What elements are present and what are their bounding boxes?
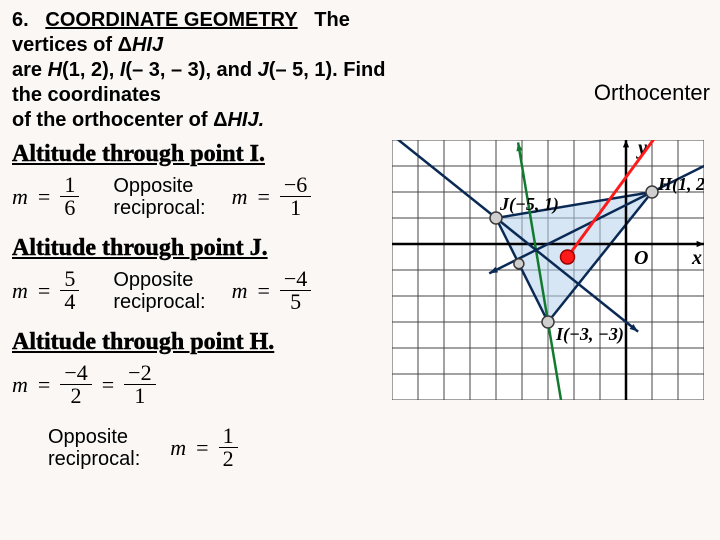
slope-j-opp-frac: −4 5 <box>280 268 311 313</box>
txt: are <box>12 59 48 81</box>
slope-h-frac-b: −2 1 <box>124 362 155 407</box>
den: 6 <box>60 197 79 219</box>
altitude-h-row: m = −4 2 = −2 1 <box>12 362 392 407</box>
opp-recip: Opposite reciprocal: <box>48 426 140 470</box>
m-var: m <box>232 184 248 210</box>
den: 5 <box>286 291 305 313</box>
recip: reciprocal: <box>113 197 205 219</box>
eq-sign: = <box>38 372 50 398</box>
opp-recip: Opposite reciprocal: <box>113 269 205 313</box>
tri: HIJ <box>132 34 163 56</box>
eq-sign: = <box>38 184 50 210</box>
problem-topic: COORDINATE GEOMETRY <box>45 9 297 31</box>
num: −6 <box>280 174 311 197</box>
m-var: m <box>12 184 28 210</box>
opp: Opposite <box>48 426 128 448</box>
num: −4 <box>280 268 311 291</box>
den: 4 <box>60 291 79 313</box>
opp-recip: Opposite reciprocal: <box>113 175 205 219</box>
den: 2 <box>219 448 238 470</box>
num: 1 <box>219 425 238 448</box>
altitude-h-opp-row: Opposite reciprocal: m = 1 2 <box>48 425 392 470</box>
coord: (– 3, – 3), and <box>125 59 257 81</box>
altitude-i-row: m = 1 6 Opposite reciprocal: m = −6 1 <box>12 174 392 219</box>
pt-j: J <box>258 59 269 81</box>
slope-h-opp-frac: 1 2 <box>219 425 238 470</box>
svg-text:O: O <box>634 247 648 269</box>
problem-statement: 6. COORDINATE GEOMETRY The vertices of Δ… <box>12 8 392 133</box>
svg-text:x: x <box>691 247 702 269</box>
den: 2 <box>67 385 86 407</box>
slope-i-frac: 1 6 <box>60 174 79 219</box>
coordinate-graph: xyOH(1, 2)I(−3, −3)J(−5, 1) <box>392 140 704 400</box>
den: 1 <box>286 197 305 219</box>
svg-text:H(1, 2): H(1, 2) <box>657 174 704 195</box>
coord: (1, 2), <box>62 59 120 81</box>
pt-h: H <box>48 59 62 81</box>
eq-sign: = <box>257 184 269 210</box>
num: 1 <box>60 174 79 197</box>
problem-number: 6. <box>12 9 29 31</box>
num: 5 <box>60 268 79 291</box>
opp: Opposite <box>113 175 193 197</box>
txt: of the orthocenter of Δ <box>12 109 227 131</box>
m-var: m <box>12 278 28 304</box>
eq-sign: = <box>102 372 114 398</box>
altitude-i-title: Altitude through point I. <box>12 141 392 168</box>
recip: reciprocal: <box>113 291 205 313</box>
opp: Opposite <box>113 269 193 291</box>
num: −2 <box>124 362 155 385</box>
recip: reciprocal: <box>48 448 140 470</box>
altitude-h-title: Altitude through point H. <box>12 329 392 356</box>
eq-sign: = <box>38 278 50 304</box>
slope-j-frac: 5 4 <box>60 268 79 313</box>
m-var: m <box>232 278 248 304</box>
svg-text:I(−3, −3): I(−3, −3) <box>555 324 624 345</box>
eq-sign: = <box>257 278 269 304</box>
orthocenter-label: Orthocenter <box>594 80 710 106</box>
m-var: m <box>170 435 186 461</box>
altitude-j-row: m = 5 4 Opposite reciprocal: m = −4 5 <box>12 268 392 313</box>
svg-text:J(−5, 1): J(−5, 1) <box>499 194 559 215</box>
m-var: m <box>12 372 28 398</box>
slope-i-opp-frac: −6 1 <box>280 174 311 219</box>
tri: HIJ. <box>227 109 264 131</box>
num: −4 <box>60 362 91 385</box>
eq-sign: = <box>196 435 208 461</box>
den: 1 <box>130 385 149 407</box>
altitude-j-title: Altitude through point J. <box>12 235 392 262</box>
slope-h-frac-a: −4 2 <box>60 362 91 407</box>
coord: (– 5, 1). <box>269 59 343 81</box>
